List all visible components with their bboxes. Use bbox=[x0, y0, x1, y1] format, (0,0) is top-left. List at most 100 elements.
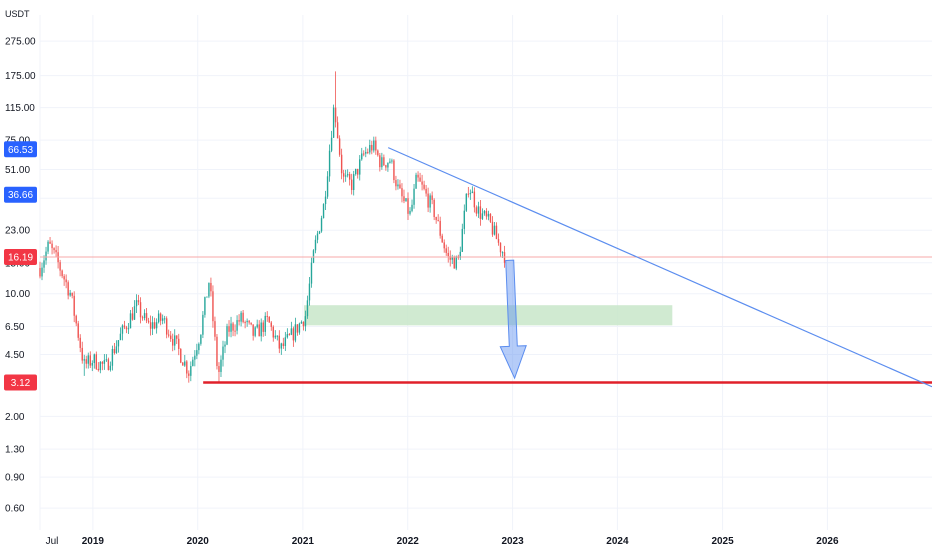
candle-body bbox=[441, 235, 443, 243]
candle-body bbox=[226, 326, 228, 345]
candle-body bbox=[266, 315, 268, 317]
price-badge-bg bbox=[4, 248, 37, 265]
candle-body bbox=[397, 184, 399, 187]
candle-body bbox=[477, 206, 480, 214]
candle-body bbox=[491, 221, 494, 235]
candle-body bbox=[147, 320, 150, 323]
candle-body bbox=[232, 323, 234, 331]
candle-body bbox=[499, 242, 502, 253]
candle-body bbox=[214, 321, 216, 337]
candle-body bbox=[244, 322, 246, 324]
candle-body bbox=[43, 260, 45, 268]
candle-body bbox=[282, 343, 285, 346]
candle-body bbox=[274, 335, 276, 338]
candle-body bbox=[288, 334, 291, 336]
candle-body bbox=[371, 145, 373, 151]
candle-body bbox=[367, 151, 369, 153]
forecast-arrow-layer[interactable] bbox=[499, 259, 527, 380]
price-badge-label: 3.12 bbox=[11, 378, 31, 389]
candle-body bbox=[238, 320, 240, 322]
candle-body bbox=[45, 251, 47, 261]
candle-body bbox=[475, 207, 478, 214]
candle-body bbox=[99, 361, 102, 371]
candle-body bbox=[139, 302, 142, 318]
candle-body bbox=[389, 161, 391, 163]
candle-body bbox=[383, 157, 385, 166]
candle-body bbox=[403, 196, 405, 202]
candle-body bbox=[77, 323, 79, 338]
candle-body bbox=[363, 153, 365, 155]
candle-body bbox=[437, 219, 439, 221]
y-tick-label: 6.50 bbox=[5, 322, 25, 333]
candle-body bbox=[89, 355, 91, 366]
candle-body bbox=[97, 368, 100, 371]
candle-body bbox=[101, 361, 104, 364]
candle-body bbox=[246, 320, 248, 323]
candle-body bbox=[280, 343, 283, 349]
candle-body bbox=[465, 193, 468, 211]
candle-body bbox=[176, 335, 178, 339]
candle-body bbox=[167, 334, 170, 336]
candle-body bbox=[447, 252, 449, 257]
candle-body bbox=[272, 326, 274, 338]
forecast-arrow[interactable] bbox=[499, 259, 527, 380]
candle-body bbox=[91, 363, 93, 366]
candle-body bbox=[59, 262, 61, 271]
candle-body bbox=[137, 300, 140, 303]
candle-body bbox=[387, 162, 389, 168]
candle-body bbox=[236, 320, 238, 331]
candle-body bbox=[300, 321, 303, 324]
candle-body bbox=[342, 173, 345, 177]
candle-body bbox=[51, 243, 53, 249]
candle-body bbox=[256, 324, 258, 328]
candle-body bbox=[184, 361, 186, 366]
candle-body bbox=[165, 318, 168, 335]
zone-layer bbox=[304, 305, 673, 326]
candle-body bbox=[316, 233, 319, 240]
candle-body bbox=[353, 174, 355, 191]
candle-body bbox=[324, 196, 327, 205]
candle-body bbox=[407, 198, 409, 214]
candle-body bbox=[202, 314, 204, 335]
candle-body bbox=[330, 137, 333, 151]
candle-body bbox=[149, 322, 152, 329]
candle-body bbox=[493, 225, 496, 235]
price-badge-bg bbox=[4, 141, 37, 158]
drawing-lines[interactable] bbox=[40, 147, 932, 388]
candle-body bbox=[141, 317, 144, 319]
y-axis-labels: 275.00175.00115.0075.0051.0035.0023.0015… bbox=[5, 37, 36, 515]
y-tick-label: 0.60 bbox=[5, 504, 25, 515]
candle-body bbox=[308, 283, 311, 301]
y-tick-label: 275.00 bbox=[5, 37, 36, 48]
candle-body bbox=[409, 210, 411, 214]
candle-body bbox=[423, 184, 425, 189]
candle-body bbox=[103, 360, 106, 364]
candle-body bbox=[81, 347, 83, 361]
candle-body bbox=[254, 327, 256, 336]
y-tick-label: 115.00 bbox=[5, 103, 35, 114]
candle-body bbox=[71, 292, 73, 296]
y-tick-label: 0.90 bbox=[5, 473, 25, 484]
candle-body bbox=[63, 276, 65, 280]
candle-body bbox=[393, 160, 395, 181]
candle-body bbox=[357, 168, 359, 175]
candle-body bbox=[479, 206, 482, 219]
target-zone[interactable] bbox=[304, 305, 673, 326]
price-badge: 36.66 bbox=[4, 186, 37, 203]
candle-body bbox=[39, 268, 41, 277]
trend-line[interactable] bbox=[387, 147, 932, 388]
candle-body bbox=[405, 198, 407, 202]
candle-body bbox=[296, 324, 299, 333]
candle-body bbox=[93, 354, 95, 364]
candle-body bbox=[85, 359, 87, 364]
candle-body bbox=[495, 225, 498, 240]
candle-body bbox=[334, 107, 337, 123]
candle-body bbox=[435, 217, 437, 220]
candle-body bbox=[483, 211, 486, 214]
candle-body bbox=[340, 154, 343, 174]
candle-body bbox=[125, 327, 128, 330]
candle-body bbox=[381, 157, 383, 168]
candle-body bbox=[427, 193, 429, 208]
